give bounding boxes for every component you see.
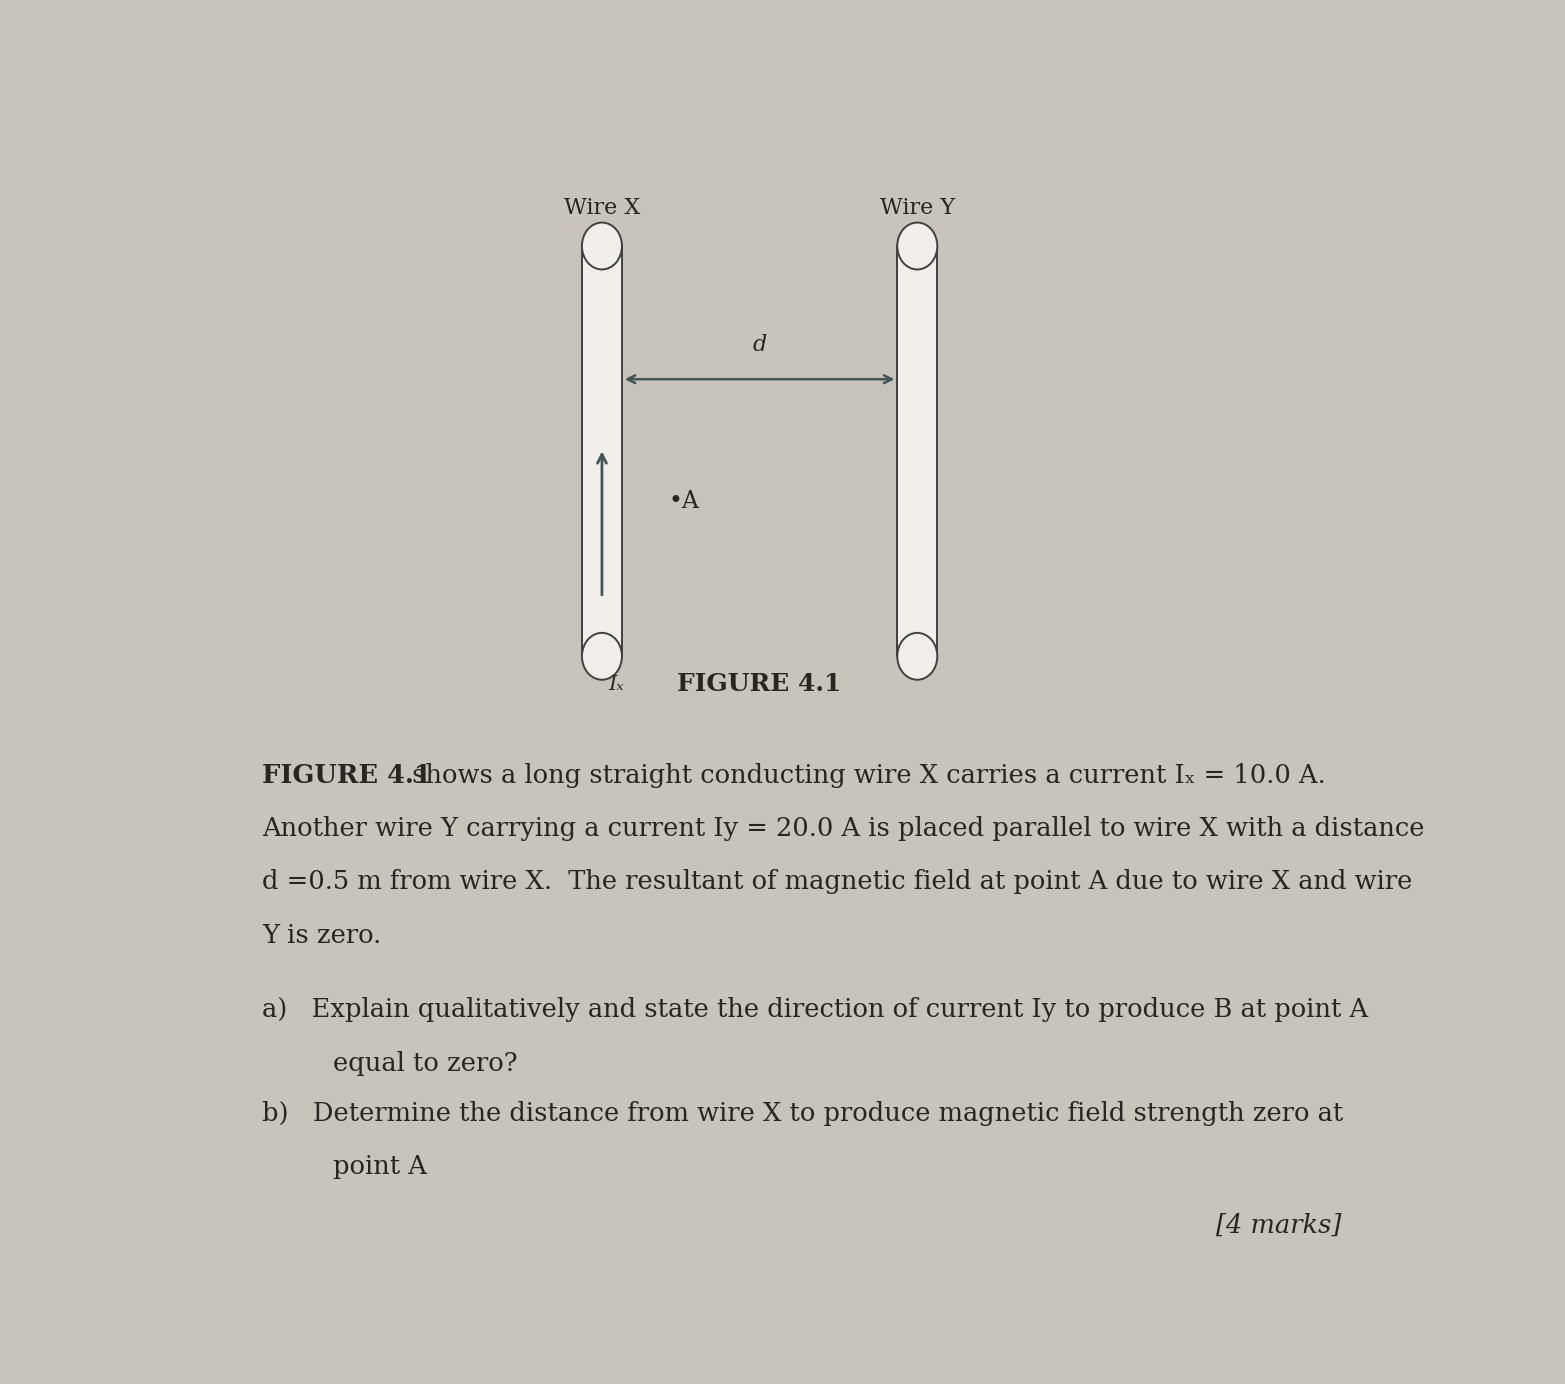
Text: Wire X: Wire X (563, 198, 640, 219)
Ellipse shape (897, 223, 937, 270)
Text: Another wire Y carrying a current Iy = 20.0 A is placed parallel to wire X with : Another wire Y carrying a current Iy = 2… (263, 817, 1424, 841)
Text: FIGURE 4.1: FIGURE 4.1 (263, 763, 432, 787)
Text: shows a long straight conducting wire X carries a current Iₓ = 10.0 A.: shows a long straight conducting wire X … (404, 763, 1326, 787)
Text: FIGURE 4.1: FIGURE 4.1 (678, 673, 842, 696)
Text: point A: point A (333, 1154, 427, 1179)
Text: Y is zero.: Y is zero. (263, 923, 382, 948)
Ellipse shape (897, 632, 937, 680)
Text: Wire Y: Wire Y (880, 198, 955, 219)
Bar (582, 246, 621, 656)
Ellipse shape (582, 632, 621, 680)
Text: b)   Determine the distance from wire X to produce magnetic field strength zero : b) Determine the distance from wire X to… (263, 1102, 1344, 1127)
Text: [4 marks]: [4 marks] (1216, 1214, 1341, 1239)
Text: d =0.5 m from wire X.  The resultant of magnetic field at point A due to wire X : d =0.5 m from wire X. The resultant of m… (263, 869, 1413, 894)
Ellipse shape (582, 223, 621, 270)
Text: equal to zero?: equal to zero? (333, 1050, 518, 1075)
Text: Iₓ: Iₓ (609, 675, 623, 695)
Text: a)   Explain qualitatively and state the direction of current Iy to produce B at: a) Explain qualitatively and state the d… (263, 998, 1368, 1023)
Text: •A: •A (668, 490, 700, 513)
Bar (897, 246, 937, 656)
Text: d: d (753, 334, 767, 356)
